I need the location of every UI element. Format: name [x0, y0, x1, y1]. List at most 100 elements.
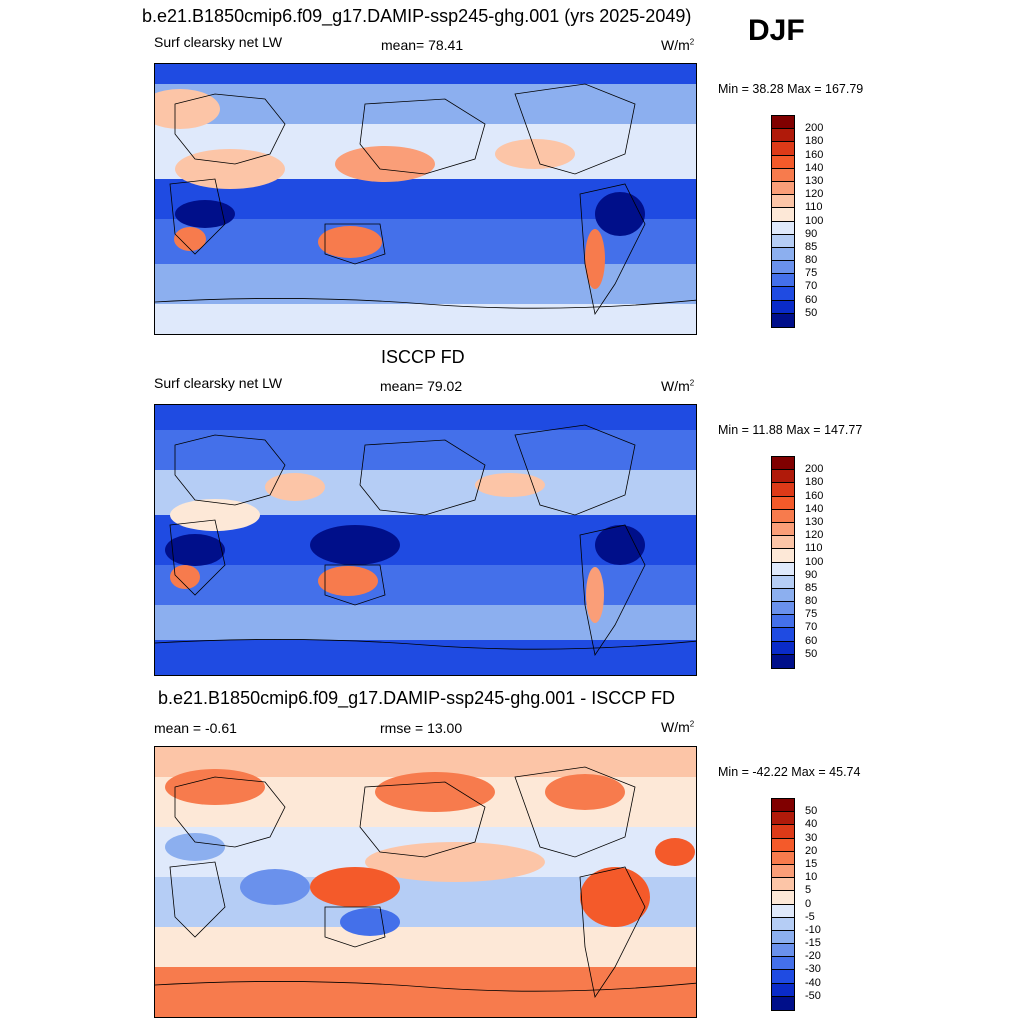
panel-3-colorbar-swatch: [772, 878, 794, 892]
panel-2-colorbar-swatch: [772, 641, 794, 655]
panel-3-colorbar-label: 0: [805, 897, 812, 910]
panel-3-colorbar-swatch: [772, 851, 794, 865]
panel-3-colorbar-swatch: [772, 944, 794, 958]
panel-1-colorbar-label: 75: [805, 267, 818, 280]
panel-3-colorbar-label: 40: [805, 818, 818, 831]
panel-3-colorbar-label: -20: [805, 950, 821, 963]
panel-2-colorbar-swatch: [772, 496, 794, 510]
panel-2-minmax: Min = 11.88 Max = 147.77: [718, 423, 863, 437]
panel-2-units: W/m2: [661, 378, 695, 394]
panel-2-colorbar-swatch: [772, 615, 794, 629]
panel-1-colorbar: [771, 115, 795, 328]
panel-1-colorbar-swatch: [772, 155, 794, 169]
panel-2-colorbar-label: 140: [805, 502, 824, 515]
panel-1-colorbar-swatch: [772, 129, 794, 143]
panel-3-colorbar-swatch: [772, 825, 794, 839]
panel-1-colorbar-swatch: [772, 142, 794, 156]
panel-1-mean: mean= 78.41: [381, 37, 464, 53]
panel-2-colorbar-label: 60: [805, 634, 818, 647]
panel-2-colorbar-label: 75: [805, 608, 818, 621]
panel-1-colorbar-label: 200: [805, 122, 824, 135]
panel-1-colorbar-swatch: [772, 313, 794, 327]
panel-2-colorbar-label: 100: [805, 555, 824, 568]
panel-1-colorbar-swatch: [772, 247, 794, 262]
panel-2-colorbar-label: 130: [805, 515, 824, 528]
panel-3-colorbar-swatch: [772, 864, 794, 879]
panel-3-mean: mean = -0.61: [154, 720, 237, 736]
panel-1-colorbar-swatch: [772, 300, 794, 314]
panel-3-colorbar-label: 5: [805, 884, 812, 897]
panel-3-colorbar-swatch: [772, 983, 794, 997]
panel-2-title: ISCCP FD: [381, 347, 465, 367]
panel-1-colorbar-label: 110: [805, 201, 823, 214]
panel-2-colorbar-swatch: [772, 522, 794, 537]
panel-3-colorbar-label: 50: [805, 805, 818, 818]
panel-3-colorbar-swatch: [772, 891, 794, 905]
panel-1-units: W/m2: [661, 37, 695, 53]
panel-1-colorbar-swatch: [772, 234, 794, 248]
panel-3-colorbar-label: -30: [805, 963, 821, 976]
panel-1-colorbar-label: 90: [805, 227, 818, 240]
panel-1-colorbar-label: 100: [805, 214, 824, 227]
panel-2-colorbar-label: 110: [805, 542, 823, 555]
panel-2-colorbar-swatch: [772, 457, 794, 471]
panel-2-colorbar-label: 160: [805, 489, 824, 502]
panel-3-colorbar-label: -15: [805, 937, 821, 950]
panel-2-colorbar-swatch: [772, 509, 794, 523]
panel-1-colorbar-label: 70: [805, 280, 818, 293]
panel-3-colorbar-label: -40: [805, 976, 821, 989]
panel-3-colorbar-swatch: [772, 799, 794, 813]
panel-3-colorbar-label: 10: [805, 871, 818, 884]
panel-1-minmax: Min = 38.28 Max = 167.79: [718, 82, 864, 96]
panel-3-colorbar-label: 20: [805, 844, 818, 857]
panel-3-colorbar-swatch: [772, 930, 794, 945]
panel-1-colorbar-label: 140: [805, 161, 824, 174]
panel-3-colorbar-label: -50: [805, 989, 821, 1002]
panel-1-colorbar-swatch: [772, 261, 794, 275]
panel-3-colorbar-label: 30: [805, 831, 818, 844]
panel-2-colorbar: [771, 456, 795, 669]
panel-3-colorbar-swatch: [772, 812, 794, 826]
panel-1-colorbar-swatch: [772, 116, 794, 130]
panel-3-map: [154, 746, 697, 1018]
panel-3-colorbar-swatch: [772, 957, 794, 971]
panel-1-colorbar-swatch: [772, 181, 794, 196]
panel-1-title: b.e21.B1850cmip6.f09_g17.DAMIP-ssp245-gh…: [142, 6, 692, 26]
panel-1-colorbar-swatch: [772, 221, 794, 235]
panel-2-map: [154, 404, 697, 676]
panel-3-colorbar-swatch: [772, 904, 794, 918]
panel-2-colorbar-swatch: [772, 536, 794, 550]
panel-2-colorbar-swatch: [772, 575, 794, 589]
panel-1-colorbar-label: 120: [805, 188, 824, 201]
panel-3-colorbar: [771, 798, 795, 1011]
panel-3-colorbar-label: -10: [805, 923, 821, 936]
panel-2-map-field: [155, 405, 696, 675]
panel-2-colorbar-swatch: [772, 628, 794, 642]
panel-1-colorbar-swatch: [772, 168, 794, 182]
season-label: DJF: [748, 14, 805, 47]
panel-3-colorbar-label: -5: [805, 910, 815, 923]
panel-2-colorbar-label: 90: [805, 568, 818, 581]
panel-2-variable: Surf clearsky net LW: [154, 375, 283, 391]
panel-1-colorbar-label: 85: [805, 240, 818, 253]
panel-1-colorbar-swatch: [772, 274, 794, 288]
panel-2-colorbar-swatch: [772, 549, 794, 563]
panel-1-colorbar-label: 50: [805, 306, 818, 319]
panel-2-colorbar-label: 200: [805, 463, 824, 476]
panel-1-map: [154, 63, 697, 335]
panel-2-colorbar-label: 120: [805, 529, 824, 542]
panel-1-colorbar-swatch: [772, 208, 794, 222]
panel-1-colorbar-label: 160: [805, 148, 824, 161]
panel-2-colorbar-label: 80: [805, 595, 818, 608]
panel-2-colorbar-swatch: [772, 602, 794, 616]
panel-2-colorbar-swatch: [772, 562, 794, 576]
panel-2-colorbar-label: 180: [805, 476, 824, 489]
panel-1-colorbar-label: 60: [805, 293, 818, 306]
panel-1-colorbar-label: 80: [805, 254, 818, 267]
panel-1-variable: Surf clearsky net LW: [154, 34, 283, 50]
panel-3-units: W/m2: [661, 719, 695, 735]
panel-1-colorbar-swatch: [772, 195, 794, 209]
panel-3-minmax: Min = -42.22 Max = 45.74: [718, 765, 861, 779]
panel-3-colorbar-swatch: [772, 917, 794, 931]
panel-2-mean: mean= 79.02: [380, 378, 463, 394]
